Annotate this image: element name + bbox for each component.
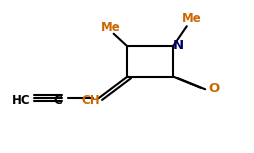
Text: O: O xyxy=(208,82,219,95)
Text: C: C xyxy=(54,94,62,107)
Text: Me: Me xyxy=(181,12,201,25)
Text: Me: Me xyxy=(101,21,120,34)
Text: CH: CH xyxy=(81,94,100,107)
Text: HC: HC xyxy=(12,94,31,107)
Text: N: N xyxy=(172,39,183,52)
